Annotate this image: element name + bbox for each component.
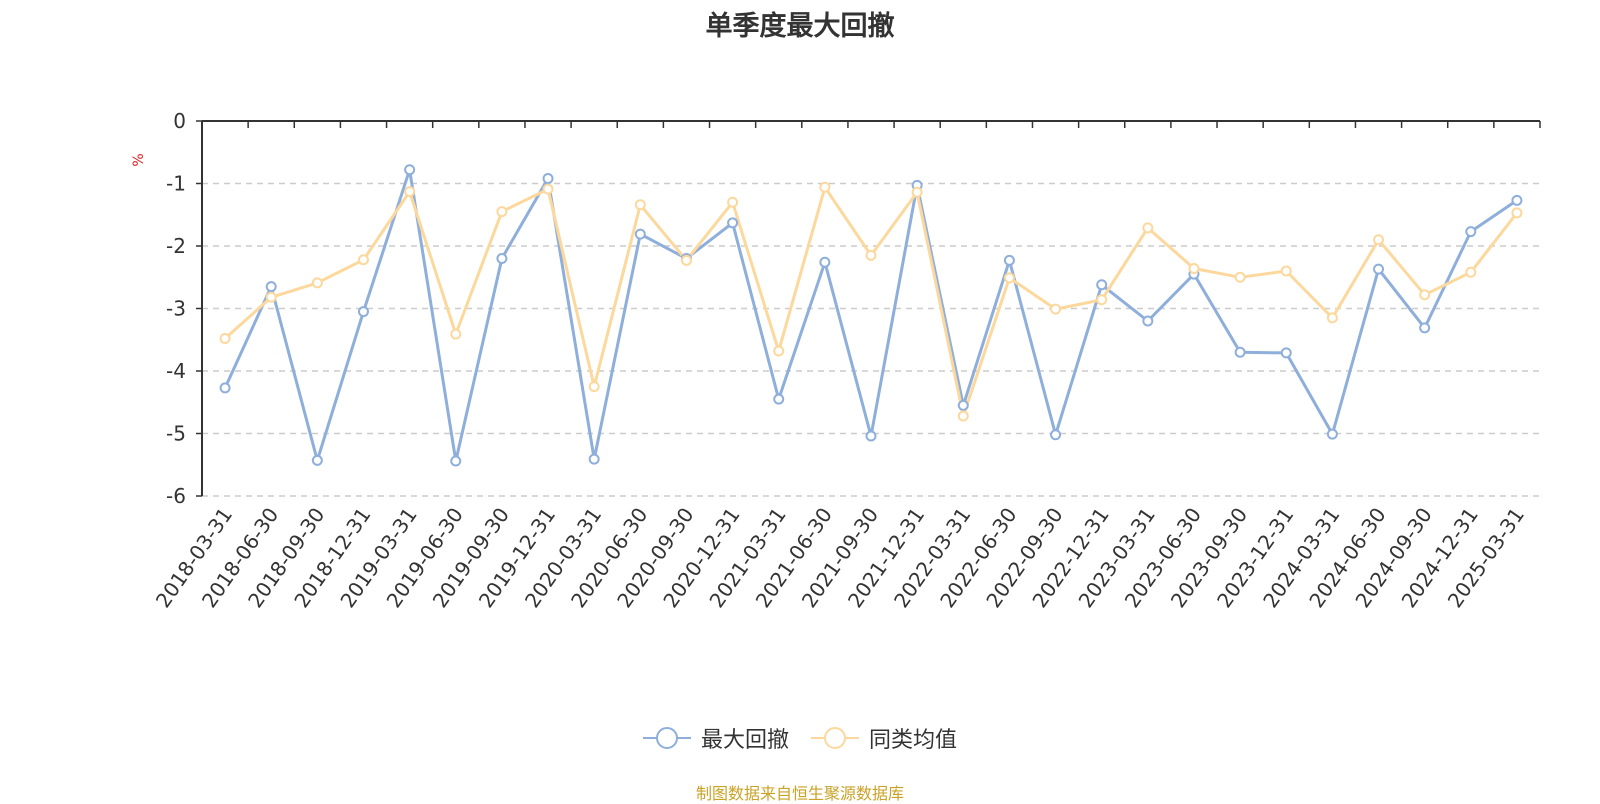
data-point-series-2 xyxy=(680,254,692,266)
data-point-series-1 xyxy=(404,164,416,176)
data-point-series-2 xyxy=(1234,271,1246,283)
data-point-series-1 xyxy=(1419,322,1431,334)
data-point-series-2 xyxy=(1373,234,1385,246)
data-point-series-1 xyxy=(773,393,785,405)
legend-item-series-1[interactable]: 最大回撤 xyxy=(642,722,789,754)
data-point-series-2 xyxy=(1050,303,1062,315)
data-point-series-2 xyxy=(404,186,416,198)
legend-label-series-1: 最大回撤 xyxy=(700,728,789,753)
data-point-series-2 xyxy=(542,183,554,195)
data-point-series-2 xyxy=(1188,263,1200,274)
grid-layer xyxy=(202,182,1540,497)
data-point-series-1 xyxy=(311,454,323,466)
data-point-series-1 xyxy=(588,453,600,465)
data-point-series-2 xyxy=(1465,266,1477,278)
y-tick-label: -2 xyxy=(166,234,186,258)
data-point-series-2 xyxy=(1096,294,1108,306)
y-tick-label: 0 xyxy=(173,109,186,133)
y-tick-label: -5 xyxy=(166,422,186,446)
data-point-series-2 xyxy=(1326,312,1338,324)
legend-item-series-2[interactable]: 同类均值 xyxy=(811,722,957,754)
data-point-series-2 xyxy=(357,254,369,266)
series-line-2 xyxy=(224,185,1519,418)
data-point-series-2 xyxy=(1142,222,1154,234)
data-point-series-1 xyxy=(865,430,877,442)
data-point-series-2 xyxy=(957,410,969,422)
y-tick-label: -1 xyxy=(166,172,186,196)
y-tick-label: -4 xyxy=(166,359,186,383)
data-point-series-1 xyxy=(450,455,462,467)
data-point-series-2 xyxy=(588,381,600,393)
data-point-series-1 xyxy=(819,256,831,268)
legend-swatch-series-2 xyxy=(811,726,859,750)
data-point-series-1 xyxy=(1465,226,1477,238)
data-point-series-1 xyxy=(1373,263,1385,275)
y-tick-label: -6 xyxy=(166,484,186,508)
legend: 最大回撤 同类均值 xyxy=(0,722,1600,754)
data-point-series-2 xyxy=(450,328,462,340)
data-point-series-1 xyxy=(957,399,969,411)
data-point-series-1 xyxy=(219,382,231,394)
data-point-series-2 xyxy=(773,345,785,357)
data-point-series-2 xyxy=(265,291,277,303)
data-point-series-1 xyxy=(542,173,554,184)
data-point-series-1 xyxy=(1511,194,1523,206)
data-point-series-2 xyxy=(311,277,323,289)
data-point-series-1 xyxy=(1003,254,1015,266)
y-axis-unit-label: % xyxy=(131,153,147,166)
data-source-note: 制图数据来自恒生聚源数据库 xyxy=(695,784,904,803)
data-point-series-1 xyxy=(1280,347,1292,359)
series-layer xyxy=(219,164,1523,467)
data-point-series-1 xyxy=(1142,315,1154,327)
data-point-series-2 xyxy=(634,199,646,211)
data-point-series-1 xyxy=(496,253,508,264)
data-point-series-1 xyxy=(1050,429,1062,441)
axis-layer: 0-1-2-3-4-5-62018-03-312018-06-302018-09… xyxy=(151,109,1541,612)
data-point-series-1 xyxy=(727,217,739,229)
data-point-series-1 xyxy=(357,306,369,318)
y-tick-label: -3 xyxy=(166,297,186,321)
data-point-series-2 xyxy=(496,206,508,218)
data-point-series-2 xyxy=(1419,289,1431,301)
data-point-series-2 xyxy=(865,249,877,261)
series-line-1 xyxy=(223,168,1518,463)
data-point-series-1 xyxy=(265,281,277,293)
data-point-series-2 xyxy=(1003,272,1015,284)
data-point-series-2 xyxy=(727,196,739,208)
chart-title: 单季度最大回撤 xyxy=(705,11,895,42)
data-point-series-2 xyxy=(1280,265,1292,277)
legend-label-series-2: 同类均值 xyxy=(869,728,958,753)
legend-swatch-series-1 xyxy=(642,726,691,750)
data-point-series-2 xyxy=(911,186,923,198)
data-point-series-1 xyxy=(1234,346,1246,358)
data-point-series-2 xyxy=(1511,207,1523,219)
data-point-series-1 xyxy=(1096,279,1108,291)
data-point-series-1 xyxy=(1326,428,1338,440)
data-point-series-1 xyxy=(634,228,646,240)
data-point-series-2 xyxy=(819,181,831,193)
data-point-series-2 xyxy=(219,333,231,344)
